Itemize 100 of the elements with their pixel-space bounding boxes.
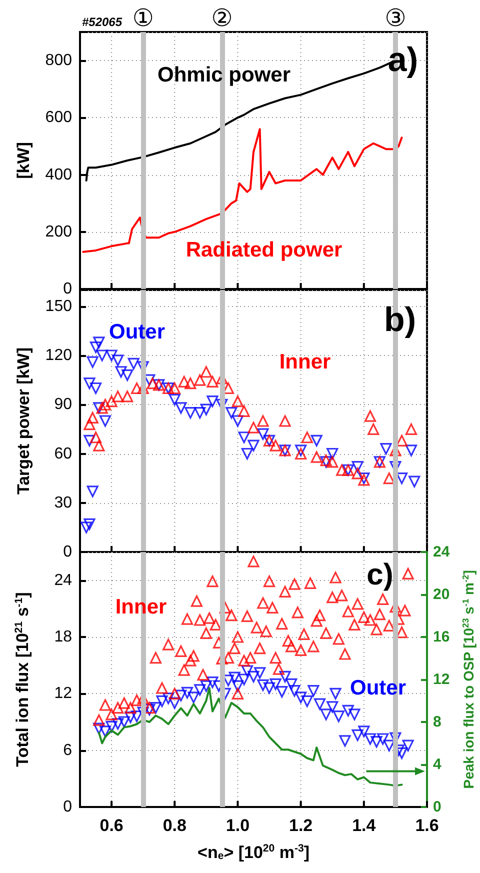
point <box>162 692 174 704</box>
point <box>168 382 180 394</box>
point <box>86 412 98 424</box>
point <box>232 415 244 427</box>
point <box>200 680 212 692</box>
point <box>84 378 96 390</box>
point <box>99 726 112 738</box>
point <box>368 423 380 435</box>
annotation: b) <box>384 301 416 339</box>
y2-tick-label: 20 <box>433 586 450 603</box>
point <box>188 692 200 704</box>
point <box>115 366 127 378</box>
y2-tick-label: 24 <box>433 544 450 560</box>
point <box>194 684 206 696</box>
point <box>352 468 364 480</box>
point <box>364 410 376 422</box>
point <box>80 522 92 534</box>
y-tick-label: 150 <box>45 298 72 315</box>
point <box>168 394 180 406</box>
point <box>118 716 130 728</box>
point <box>99 398 112 410</box>
point <box>206 376 218 388</box>
point <box>348 708 360 720</box>
point <box>279 415 291 427</box>
series-label: Outer <box>350 676 406 700</box>
point <box>370 736 382 748</box>
point <box>175 690 187 702</box>
point <box>106 350 118 362</box>
point <box>270 440 282 452</box>
y-axis-title: [kW] <box>14 142 33 179</box>
point <box>270 678 282 690</box>
point <box>279 670 291 682</box>
point <box>301 695 313 708</box>
point <box>200 404 212 416</box>
point <box>332 710 344 722</box>
point <box>184 407 196 419</box>
point <box>380 443 392 455</box>
point <box>206 676 218 688</box>
annotation: a) <box>388 41 418 79</box>
y-tick-label: 400 <box>45 166 72 184</box>
point <box>200 366 212 378</box>
point <box>93 440 105 452</box>
point <box>122 369 134 381</box>
series-label: Radiated power <box>186 238 342 262</box>
point <box>232 396 244 408</box>
y2-tick-label: 12 <box>433 671 450 688</box>
point <box>314 698 326 710</box>
point <box>248 422 260 434</box>
y-tick-label: 60 <box>54 445 72 462</box>
point <box>326 456 338 468</box>
point <box>339 735 351 747</box>
point <box>377 733 389 745</box>
point <box>326 701 338 713</box>
point <box>96 350 108 362</box>
point <box>248 670 260 682</box>
point <box>342 704 354 716</box>
annotation: c) <box>366 558 394 592</box>
y-tick-label: 90 <box>54 396 72 414</box>
point <box>128 358 140 370</box>
point <box>90 342 102 354</box>
x-tick-label: 1.2 <box>289 816 313 835</box>
point <box>301 432 313 444</box>
x-tick-label: 0.6 <box>100 816 124 835</box>
point <box>96 402 108 414</box>
point <box>86 486 98 498</box>
point <box>257 428 269 440</box>
point <box>310 451 322 463</box>
point <box>358 726 370 738</box>
point <box>238 674 250 686</box>
point <box>168 697 180 709</box>
y2-tick-label: 4 <box>433 756 442 773</box>
point <box>90 432 102 444</box>
ref-line-label: ② <box>211 4 233 32</box>
point <box>106 720 118 733</box>
y-tick-label: 800 <box>45 52 72 70</box>
point <box>84 518 96 530</box>
point <box>93 722 105 734</box>
point <box>336 464 348 476</box>
point <box>175 402 187 414</box>
point <box>181 686 194 699</box>
point <box>238 405 250 417</box>
y-tick-label: 6 <box>63 742 72 759</box>
point <box>276 686 288 698</box>
y-tick-label: 24 <box>54 572 72 589</box>
point <box>93 336 105 348</box>
y-tick-label: 0 <box>63 280 72 298</box>
y-tick-label: 30 <box>54 494 72 512</box>
point <box>330 688 342 700</box>
point <box>184 378 196 390</box>
y-tick-label: 0 <box>63 798 72 816</box>
point <box>308 685 320 697</box>
point <box>352 461 364 473</box>
point <box>248 440 260 452</box>
point <box>241 448 253 460</box>
x-tick-label: 1.4 <box>352 816 376 835</box>
point <box>146 378 158 390</box>
x-tick-label: 0.8 <box>162 816 186 835</box>
point <box>320 708 332 720</box>
x-tick-label: 1.0 <box>226 816 250 835</box>
point <box>226 407 238 419</box>
